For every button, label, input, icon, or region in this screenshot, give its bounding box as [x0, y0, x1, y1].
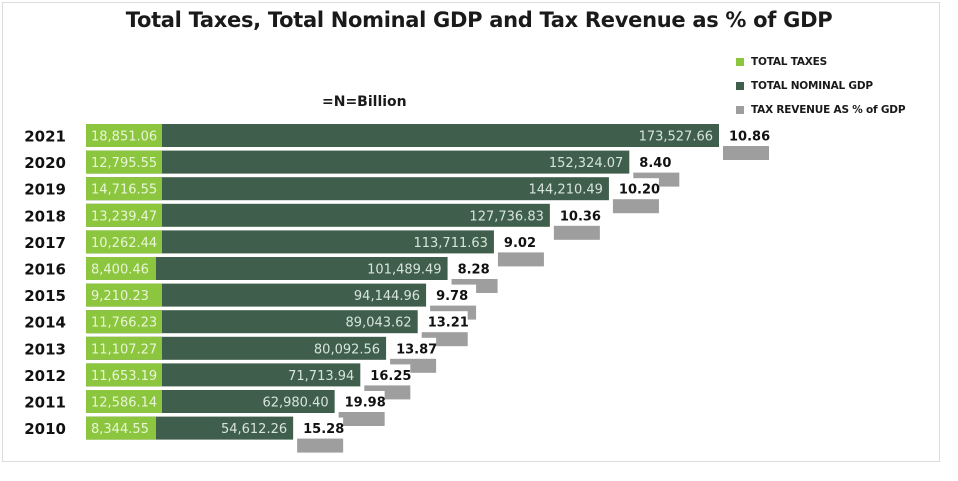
- category-label-2010: 2010: [24, 420, 66, 438]
- data-label-tax-revenue-pct-2020: 8.40: [639, 156, 671, 171]
- data-label-tax-revenue-pct-2013: 13.87: [396, 342, 437, 357]
- bar-total-taxes-2014: [86, 310, 162, 334]
- bar-total-taxes-2018: [86, 203, 162, 227]
- data-label-total-taxes-2013: 11,107.27: [91, 342, 157, 357]
- data-label-total-nominal-gdp-2015: 94,144.96: [354, 289, 420, 304]
- data-label-box-tax-revenue-pct-2012: [366, 364, 411, 384]
- data-label-total-taxes-2020: 12,795.55: [91, 156, 157, 171]
- bar-tax-revenue-pct-2019: [612, 199, 659, 214]
- category-label-2011: 2011: [24, 394, 66, 412]
- bar-total-nominal-gdp-2021: [86, 124, 719, 147]
- data-label-total-nominal-gdp-2012: 71,713.94: [288, 369, 354, 384]
- category-label-2021: 2021: [24, 128, 66, 146]
- legend-item-total-nominal-gdp: TOTAL NOMINAL GDP: [736, 74, 905, 98]
- data-label-box-tax-revenue-pct-2011: [340, 391, 385, 410]
- bar-tax-revenue-pct-2018: [553, 225, 600, 240]
- bar-total-taxes-2015: [86, 283, 162, 307]
- data-label-tax-revenue-pct-2011: 19.98: [345, 396, 386, 411]
- legend: TOTAL TAXES TOTAL NOMINAL GDP TAX REVENU…: [736, 50, 906, 122]
- data-label-box-tax-revenue-pct-2021: [725, 125, 769, 144]
- data-label-total-nominal-gdp-2020: 152,324.07: [549, 156, 623, 171]
- category-label-2017: 2017: [24, 234, 66, 252]
- data-label-box-tax-revenue-pct-2014: [423, 311, 468, 331]
- data-label-total-nominal-gdp-2017: 113,711.63: [413, 236, 487, 251]
- data-label-tax-revenue-pct-2015: 9.78: [436, 289, 468, 304]
- data-label-total-taxes-2018: 13,239.47: [91, 209, 157, 224]
- bar-total-taxes-2013: [86, 336, 162, 360]
- data-label-total-taxes-2012: 11,653.19: [91, 369, 157, 384]
- chart-title: Total Taxes, Total Nominal GDP and Tax R…: [125, 8, 833, 32]
- data-label-total-nominal-gdp-2018: 127,736.83: [469, 209, 543, 224]
- data-label-total-nominal-gdp-2014: 89,043.62: [346, 316, 412, 331]
- category-label-2015: 2015: [24, 287, 66, 305]
- data-label-total-nominal-gdp-2011: 62,980.40: [262, 396, 328, 411]
- data-label-box-tax-revenue-pct-2015: [432, 284, 477, 304]
- bar-total-nominal-gdp-2020: [86, 150, 630, 174]
- legend-swatch-tax-revenue-pct: [736, 106, 744, 114]
- legend-label-total-taxes: TOTAL TAXES: [751, 56, 828, 68]
- bar-total-taxes-2017: [86, 230, 162, 254]
- data-label-total-nominal-gdp-2021: 173,527.66: [639, 130, 713, 145]
- bar-total-taxes-2020: [86, 150, 162, 174]
- bar-total-nominal-gdp-2017: [86, 230, 494, 254]
- data-label-box-tax-revenue-pct-2016: [453, 258, 498, 277]
- data-label-box-tax-revenue-pct-2013: [392, 337, 437, 357]
- bar-tax-revenue-pct-2021: [723, 146, 769, 160]
- data-label-tax-revenue-pct-2018: 10.36: [560, 209, 601, 224]
- bar-total-taxes-2011: [86, 390, 162, 413]
- data-label-total-taxes-2015: 9,210.23: [91, 289, 149, 304]
- bar-tax-revenue-pct-2017: [497, 252, 544, 267]
- category-label-2019: 2019: [24, 181, 66, 199]
- data-label-total-taxes-2010: 8,344.55: [91, 422, 149, 437]
- data-label-total-taxes-2011: 12,586.14: [91, 396, 157, 411]
- data-label-tax-revenue-pct-2016: 8.28: [458, 263, 490, 278]
- data-label-box-tax-revenue-pct-2018: [555, 204, 600, 224]
- data-label-total-taxes-2014: 11,766.23: [91, 316, 157, 331]
- data-label-total-nominal-gdp-2010: 54,612.26: [221, 422, 287, 437]
- legend-swatch-total-nominal-gdp: [736, 82, 744, 90]
- category-label-2016: 2016: [24, 261, 66, 279]
- bar-total-nominal-gdp-2014: [86, 310, 418, 334]
- bar-total-taxes-2021: [86, 124, 162, 147]
- legend-label-total-nominal-gdp: TOTAL NOMINAL GDP: [751, 80, 873, 92]
- data-label-tax-revenue-pct-2014: 13.21: [428, 316, 469, 331]
- chart-subtitle: =N=Billion: [322, 94, 407, 110]
- bar-total-taxes-2016: [86, 257, 156, 280]
- data-label-tax-revenue-pct-2019: 10.20: [619, 183, 660, 198]
- data-label-tax-revenue-pct-2017: 9.02: [504, 236, 536, 251]
- data-label-tax-revenue-pct-2010: 15.28: [303, 422, 344, 437]
- category-label-2018: 2018: [24, 207, 66, 225]
- data-label-total-taxes-2017: 10,262.44: [91, 236, 157, 251]
- data-label-total-nominal-gdp-2016: 101,489.49: [367, 263, 441, 278]
- data-label-tax-revenue-pct-2012: 16.25: [370, 369, 411, 384]
- data-label-box-tax-revenue-pct-2020: [635, 151, 680, 171]
- data-label-total-nominal-gdp-2019: 144,210.49: [528, 183, 602, 198]
- category-label-2013: 2013: [24, 340, 66, 358]
- data-label-total-taxes-2019: 14,716.55: [91, 183, 157, 198]
- category-label-2014: 2014: [24, 314, 66, 332]
- data-label-total-taxes-2016: 8,400.46: [91, 263, 149, 278]
- data-label-total-taxes-2021: 18,851.06: [91, 130, 157, 145]
- bar-total-nominal-gdp-2019: [86, 177, 609, 201]
- bar-tax-revenue-pct-2010: [297, 438, 344, 453]
- legend-item-total-taxes: TOTAL TAXES: [736, 50, 905, 74]
- legend-swatch-total-taxes: [736, 58, 744, 66]
- bar-total-taxes-2012: [86, 363, 162, 387]
- category-label-2012: 2012: [24, 367, 66, 385]
- bar-total-nominal-gdp-2015: [86, 283, 427, 307]
- bar-total-taxes-2010: [86, 416, 156, 440]
- data-label-box-tax-revenue-pct-2010: [299, 417, 344, 437]
- data-label-box-tax-revenue-pct-2019: [614, 178, 659, 198]
- data-label-total-nominal-gdp-2013: 80,092.56: [314, 342, 380, 357]
- bar-total-nominal-gdp-2018: [86, 203, 550, 227]
- bar-total-taxes-2019: [86, 177, 162, 201]
- data-label-tax-revenue-pct-2021: 10.86: [729, 130, 770, 145]
- bar-tax-revenue-pct-2011: [338, 412, 385, 426]
- legend-label-tax-revenue-pct: TAX REVENUE AS % of GDP: [751, 104, 906, 116]
- bar-total-nominal-gdp-2016: [86, 257, 448, 280]
- category-label-2020: 2020: [24, 154, 66, 172]
- legend-item-tax-revenue-pct: TAX REVENUE AS % of GDP: [736, 98, 906, 122]
- data-label-box-tax-revenue-pct-2017: [499, 231, 544, 251]
